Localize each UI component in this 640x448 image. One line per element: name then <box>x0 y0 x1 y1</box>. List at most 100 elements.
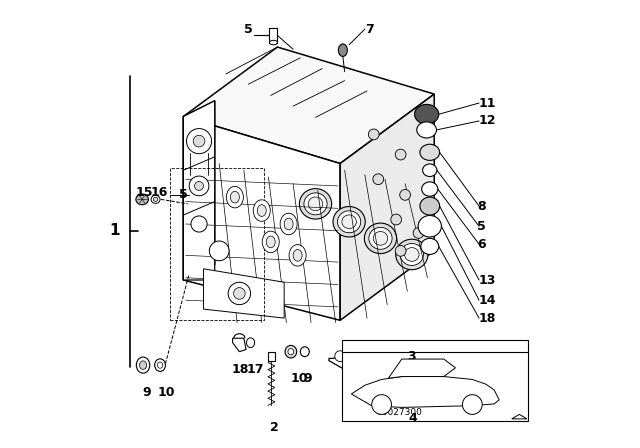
Text: 8: 8 <box>477 199 485 213</box>
Text: 6: 6 <box>477 237 485 251</box>
Ellipse shape <box>308 197 323 211</box>
Text: 9: 9 <box>303 372 312 385</box>
Polygon shape <box>232 338 246 352</box>
Ellipse shape <box>266 236 275 248</box>
Text: 14: 14 <box>479 293 497 307</box>
Ellipse shape <box>342 215 356 228</box>
Ellipse shape <box>293 250 302 261</box>
Ellipse shape <box>300 347 309 357</box>
Ellipse shape <box>289 245 306 266</box>
Circle shape <box>396 246 406 256</box>
Ellipse shape <box>280 213 297 235</box>
Text: 10: 10 <box>291 372 308 385</box>
Ellipse shape <box>417 122 436 138</box>
Text: 7: 7 <box>365 22 374 36</box>
Ellipse shape <box>418 215 442 237</box>
Text: 1: 1 <box>109 223 120 238</box>
Text: 5: 5 <box>179 188 188 202</box>
Circle shape <box>335 351 346 362</box>
Ellipse shape <box>364 223 397 254</box>
Text: 17: 17 <box>246 363 264 376</box>
Text: 3: 3 <box>407 349 416 363</box>
Circle shape <box>413 228 424 238</box>
Text: 18: 18 <box>479 311 497 325</box>
Text: 13: 13 <box>479 273 497 287</box>
Ellipse shape <box>333 207 365 237</box>
Ellipse shape <box>257 205 266 216</box>
Circle shape <box>186 129 212 154</box>
Ellipse shape <box>285 345 297 358</box>
Ellipse shape <box>284 218 293 230</box>
Bar <box>268 352 275 361</box>
Circle shape <box>209 241 229 261</box>
Circle shape <box>195 181 204 190</box>
Ellipse shape <box>422 182 438 196</box>
Text: 18: 18 <box>232 363 249 376</box>
Ellipse shape <box>227 186 243 208</box>
Polygon shape <box>329 343 387 374</box>
Ellipse shape <box>337 211 361 233</box>
Ellipse shape <box>253 200 270 221</box>
Text: 16: 16 <box>150 186 168 199</box>
Ellipse shape <box>246 338 255 348</box>
Ellipse shape <box>300 189 332 219</box>
Ellipse shape <box>420 144 440 160</box>
Circle shape <box>228 282 250 305</box>
Circle shape <box>373 174 383 185</box>
Ellipse shape <box>155 359 165 371</box>
Circle shape <box>371 353 381 364</box>
Bar <box>342 340 528 421</box>
Ellipse shape <box>339 44 348 56</box>
Ellipse shape <box>369 228 392 249</box>
Polygon shape <box>183 116 340 320</box>
Circle shape <box>396 149 406 160</box>
Circle shape <box>369 129 379 140</box>
Ellipse shape <box>385 392 394 401</box>
Polygon shape <box>183 47 435 164</box>
Polygon shape <box>183 101 214 280</box>
Circle shape <box>400 190 410 200</box>
Ellipse shape <box>373 232 388 245</box>
Circle shape <box>463 395 482 414</box>
Text: 5: 5 <box>244 22 253 36</box>
Circle shape <box>189 176 209 196</box>
Polygon shape <box>512 414 527 419</box>
Ellipse shape <box>420 197 440 215</box>
Text: 00027300: 00027300 <box>376 408 422 417</box>
Ellipse shape <box>288 349 294 355</box>
Ellipse shape <box>157 362 163 368</box>
Ellipse shape <box>304 193 327 215</box>
Text: 4: 4 <box>409 412 417 426</box>
Ellipse shape <box>136 194 148 205</box>
Ellipse shape <box>422 164 437 177</box>
Ellipse shape <box>230 191 239 203</box>
Text: 11: 11 <box>479 96 497 110</box>
Ellipse shape <box>154 197 158 201</box>
Ellipse shape <box>136 357 150 373</box>
Polygon shape <box>204 269 284 318</box>
Circle shape <box>234 288 245 299</box>
Ellipse shape <box>421 238 439 254</box>
Circle shape <box>191 216 207 232</box>
Text: 10: 10 <box>157 385 175 399</box>
Polygon shape <box>388 359 456 378</box>
Circle shape <box>372 395 392 414</box>
Ellipse shape <box>400 244 424 265</box>
Text: 9: 9 <box>143 385 151 399</box>
Text: 2: 2 <box>270 421 278 435</box>
Ellipse shape <box>269 40 278 45</box>
Ellipse shape <box>396 239 428 270</box>
Ellipse shape <box>262 231 279 253</box>
Text: 15: 15 <box>136 186 153 199</box>
Ellipse shape <box>415 104 439 124</box>
Text: 12: 12 <box>479 114 497 128</box>
Polygon shape <box>351 376 499 407</box>
Polygon shape <box>340 94 435 320</box>
Ellipse shape <box>404 248 419 261</box>
Bar <box>269 28 278 43</box>
Ellipse shape <box>140 361 147 369</box>
Polygon shape <box>183 101 214 280</box>
Circle shape <box>391 214 401 225</box>
Text: 5: 5 <box>477 220 486 233</box>
Ellipse shape <box>151 195 160 203</box>
